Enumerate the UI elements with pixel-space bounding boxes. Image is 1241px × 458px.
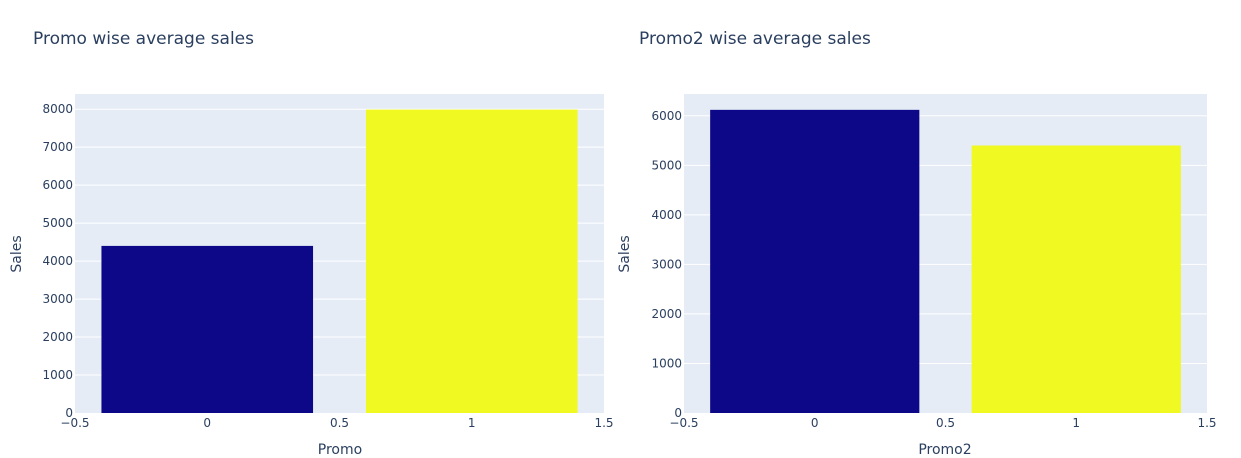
x-tick-label: −0.5 — [60, 416, 89, 430]
bar — [101, 245, 314, 413]
y-tick-label: 1000 — [651, 356, 682, 370]
x-tick-label: 0 — [811, 416, 819, 430]
y-ticks: 0 1000 2000 3000 4000 5000 6000 — [651, 109, 682, 420]
y-tick-label: 0 — [674, 406, 682, 420]
y-tick-label: 0 — [65, 406, 73, 420]
x-tick-label: 1 — [468, 416, 476, 430]
y-tick-label: 1000 — [42, 368, 73, 382]
x-tick-label: 1.5 — [1197, 416, 1216, 430]
bars — [101, 109, 578, 413]
y-tick-label: 3000 — [651, 257, 682, 271]
x-tick-label: 0.5 — [330, 416, 349, 430]
y-tick-label: 5000 — [651, 158, 682, 172]
bars — [710, 109, 1181, 414]
x-axis-label: Promo — [318, 442, 362, 458]
x-tick-label: 0.5 — [936, 416, 955, 430]
bar — [971, 145, 1181, 413]
y-tick-label: 5000 — [42, 216, 73, 230]
promo2-sales-svg: Promo2 wise average sales 0 1000 2000 3000 4… — [617, 29, 1217, 458]
bar — [710, 109, 920, 414]
y-tick-label: 2000 — [42, 330, 73, 344]
y-ticks: 0 1000 2000 3000 4000 5000 6000 7000 8000 — [42, 102, 73, 420]
y-axis-label: Sales — [617, 235, 633, 272]
x-tick-label: 1.5 — [594, 416, 613, 430]
y-tick-label: 3000 — [42, 292, 73, 306]
y-tick-label: 8000 — [42, 102, 73, 116]
promo-sales-chart: Promo wise average sales 0 1000 2000 3000 40… — [0, 0, 620, 458]
x-ticks: −0.5 0 0.5 1 1.5 — [60, 416, 613, 430]
y-tick-label: 6000 — [42, 178, 73, 192]
promo2-sales-chart: Promo2 wise average sales 0 1000 2000 3000 4… — [606, 0, 1241, 458]
x-axis-label: Promo2 — [918, 442, 971, 458]
chart-title: Promo2 wise average sales — [639, 29, 871, 49]
x-tick-label: 0 — [203, 416, 211, 430]
chart-title: Promo wise average sales — [33, 29, 254, 49]
y-tick-label: 4000 — [42, 254, 73, 268]
x-ticks: −0.5 0 0.5 1 1.5 — [669, 416, 1216, 430]
y-axis-label: Sales — [9, 235, 25, 272]
y-tick-label: 4000 — [651, 208, 682, 222]
y-tick-label: 7000 — [42, 140, 73, 154]
x-tick-label: −0.5 — [669, 416, 698, 430]
x-tick-label: 1 — [1072, 416, 1080, 430]
y-tick-label: 2000 — [651, 307, 682, 321]
bar — [365, 109, 578, 413]
promo-sales-svg: Promo wise average sales 0 1000 2000 3000 40… — [9, 29, 614, 458]
y-tick-label: 6000 — [651, 109, 682, 123]
